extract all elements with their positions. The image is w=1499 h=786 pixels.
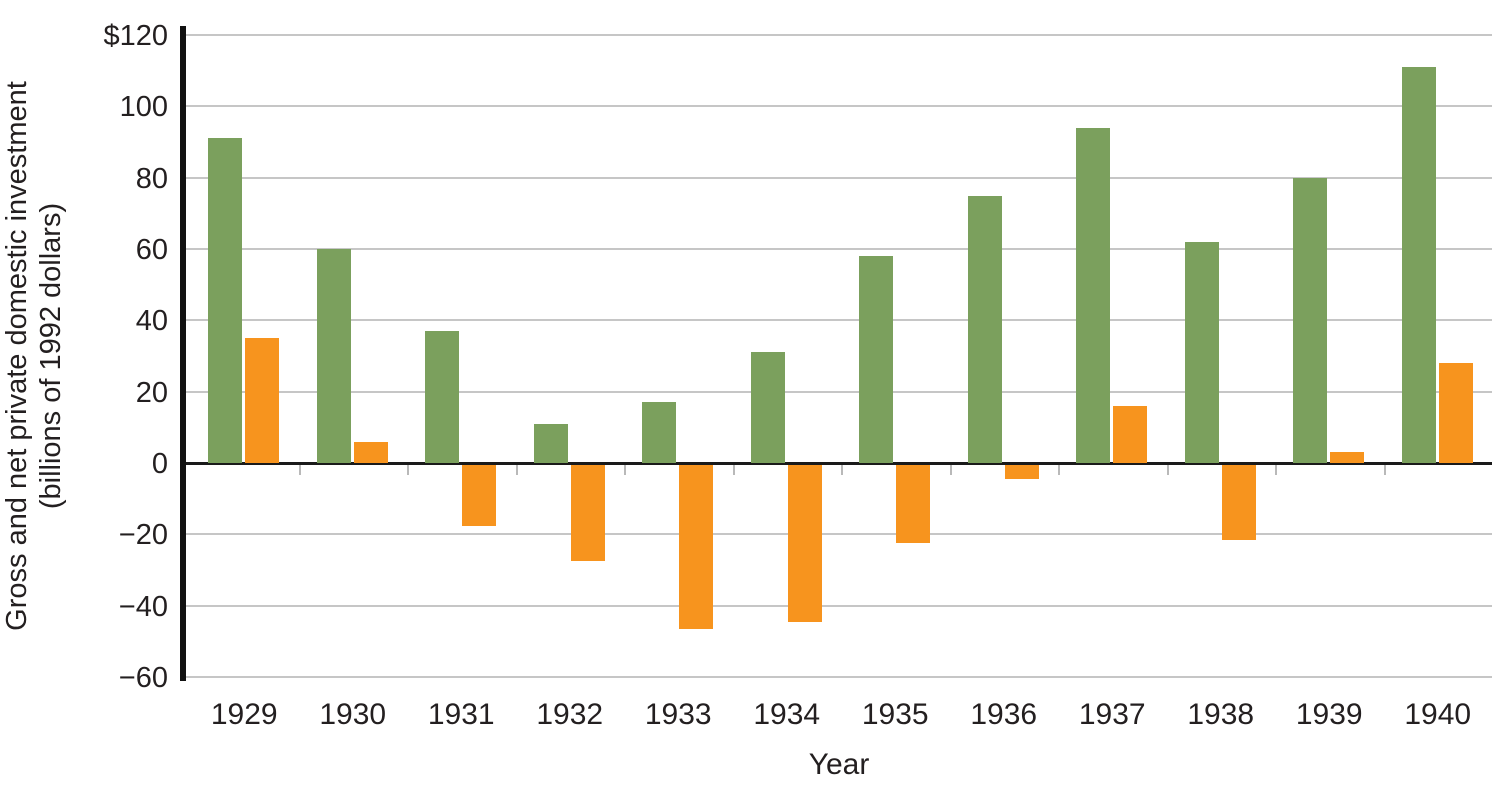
x-tick-mark xyxy=(1275,465,1277,475)
x-tick-mark xyxy=(1383,465,1386,475)
bar-gross-1940 xyxy=(1401,67,1436,463)
y-tick-label: $120 xyxy=(103,20,168,52)
x-tick-mark xyxy=(298,465,301,475)
x-tick-mark xyxy=(1166,465,1169,475)
grid-line xyxy=(186,676,1492,678)
x-tick-mark xyxy=(949,465,952,475)
x-tick-label: 1932 xyxy=(536,698,604,731)
bar-gross-1936 xyxy=(967,195,1002,463)
x-tick-label: 1940 xyxy=(1404,698,1472,731)
x-tick-mark xyxy=(1058,465,1060,475)
bar-net-1936 xyxy=(1004,465,1039,480)
grid-line xyxy=(186,390,1492,393)
bar-gross-1938 xyxy=(1184,241,1219,463)
bar-net-1933 xyxy=(679,465,713,630)
grid-line xyxy=(186,319,1492,322)
x-tick-mark xyxy=(732,465,735,475)
bar-net-1930 xyxy=(353,441,388,463)
x-tick-label: 1936 xyxy=(970,698,1038,731)
grid-line xyxy=(186,248,1492,250)
bar-net-1939 xyxy=(1330,452,1364,463)
bar-net-1931 xyxy=(462,465,496,526)
x-tick-mark xyxy=(624,465,626,475)
grid-line xyxy=(186,34,1492,36)
bar-gross-1937 xyxy=(1076,127,1110,463)
x-tick-label: 1933 xyxy=(644,698,712,731)
x-tick-label: 1938 xyxy=(1187,698,1255,731)
bar-gross-1934 xyxy=(750,352,785,463)
bar-gross-1931 xyxy=(425,331,459,463)
bar-gross-1929 xyxy=(208,138,242,463)
x-tick-label: 1930 xyxy=(319,698,387,731)
bar-net-1937 xyxy=(1113,405,1147,463)
x-tick-mark xyxy=(841,465,843,475)
y-tick-label: 100 xyxy=(119,91,168,124)
y-tick-label: 0 xyxy=(151,448,168,480)
x-tick-label: 1939 xyxy=(1295,698,1363,731)
y-tick-label: −60 xyxy=(118,662,168,694)
y-tick-label: 60 xyxy=(135,234,168,266)
bar-gross-1935 xyxy=(859,256,893,463)
grid-line xyxy=(186,105,1492,108)
y-tick-label: 40 xyxy=(135,305,168,338)
y-axis-line xyxy=(180,26,186,681)
bar-gross-1939 xyxy=(1293,177,1327,463)
y-tick-label: −40 xyxy=(118,590,168,623)
y-tick-label: −20 xyxy=(118,519,168,552)
bar-net-1935 xyxy=(896,465,930,544)
bar-gross-1932 xyxy=(533,423,568,463)
zero-baseline xyxy=(186,462,1492,465)
bar-net-1938 xyxy=(1221,465,1256,540)
y-tick-label: 20 xyxy=(135,376,168,409)
bar-net-1940 xyxy=(1438,363,1473,463)
bar-gross-1933 xyxy=(642,402,676,463)
x-tick-mark xyxy=(515,465,518,475)
grid-line xyxy=(186,176,1492,179)
bar-net-1934 xyxy=(787,465,822,622)
x-tick-label: 1934 xyxy=(753,698,821,731)
x-tick-mark xyxy=(407,465,409,475)
x-tick-label: 1937 xyxy=(1078,698,1146,731)
bar-gross-1930 xyxy=(316,249,351,463)
x-axis-title: Year xyxy=(808,748,870,781)
bar-net-1929 xyxy=(245,338,279,463)
x-tick-label: 1935 xyxy=(861,698,929,731)
y-tick-label: 80 xyxy=(135,162,168,195)
x-tick-label: 1929 xyxy=(210,698,278,731)
grid-line xyxy=(186,604,1492,607)
grid-line xyxy=(186,533,1492,536)
bar-net-1932 xyxy=(570,465,605,562)
x-tick-label: 1931 xyxy=(427,698,495,731)
